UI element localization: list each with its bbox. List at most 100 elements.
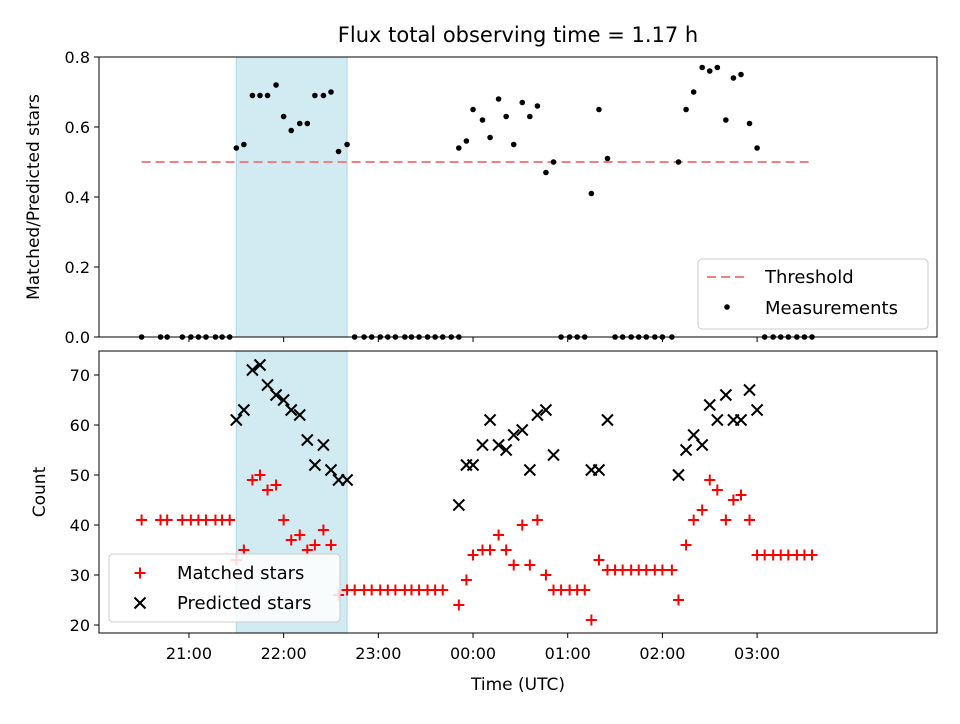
ratio-panel: 0.00.20.40.60.8 Matched/Predicted stars … — [24, 48, 938, 347]
matched-stars-points — [136, 469, 818, 626]
y-tick-label: 60 — [70, 416, 90, 435]
matched-star-point — [585, 614, 597, 626]
predicted-star-point — [601, 413, 614, 427]
predicted-star-point — [277, 393, 290, 407]
measurement-point — [519, 99, 526, 106]
matched-star-point — [531, 514, 543, 526]
legend-predicted-label: Predicted stars — [177, 593, 311, 614]
matched-star-point — [278, 514, 290, 526]
matched-star-point — [688, 514, 700, 526]
predicted-star-point — [679, 443, 693, 457]
predicted-star-point — [483, 413, 497, 427]
predicted-star-point — [246, 363, 259, 377]
predicted-star-point — [253, 358, 267, 372]
top-x-axis-ticks — [188, 337, 758, 342]
matched-star-point — [200, 514, 212, 526]
top-axes-frame — [98, 56, 938, 338]
measurement-point — [487, 134, 493, 141]
measurement-point — [463, 138, 470, 144]
count-panel: 20 30 40 50 60 70 21:00 22:00 23:00 00:00 01:00 02… — [30, 350, 938, 695]
predicted-star-point — [507, 428, 520, 442]
x-tick-label: 03:00 — [734, 644, 780, 663]
predicted-star-point — [261, 378, 274, 392]
measurement-point — [273, 82, 279, 88]
measurement-point — [335, 148, 342, 155]
predicted-star-point — [269, 388, 283, 402]
matched-star-point — [696, 504, 708, 516]
x-axis-label: Time (UTC) — [470, 675, 565, 695]
predicted-star-point — [308, 458, 322, 472]
bottom-legend: Matched stars Predicted stars — [108, 553, 341, 623]
measurement-point — [683, 106, 689, 113]
measurement-point — [328, 89, 334, 95]
matched-star-point — [593, 554, 605, 566]
legend-predicted-swatch — [133, 596, 147, 610]
predicted-star-point — [516, 423, 529, 437]
y-tick-label: 0.8 — [65, 48, 90, 67]
measurement-point — [257, 92, 263, 99]
measurement-point — [280, 113, 287, 120]
matched-star-point — [254, 469, 266, 481]
predicted-star-point — [672, 468, 685, 482]
measurement-point — [296, 120, 303, 127]
observing-span-shade-top — [235, 56, 348, 338]
matched-star-point — [744, 514, 756, 526]
predicted-star-point — [547, 448, 560, 462]
matched-star-point — [325, 539, 337, 551]
measurement-point — [479, 117, 486, 123]
measurement-point — [730, 75, 737, 81]
matched-star-point — [460, 574, 472, 586]
matched-star-point — [437, 584, 449, 596]
matched-star-point — [680, 539, 692, 551]
measurement-point — [604, 155, 611, 162]
y-tick-label: 0.2 — [65, 258, 90, 277]
matched-star-point — [389, 584, 401, 596]
measurement-point — [550, 159, 557, 165]
measurement-point — [527, 113, 533, 120]
y-tick-label: 40 — [70, 516, 90, 535]
predicted-star-point — [293, 408, 306, 422]
measurement-point — [596, 106, 602, 113]
y-tick-label: 30 — [70, 566, 90, 585]
matched-star-point — [349, 584, 361, 596]
bottom-axes-frame — [98, 350, 938, 634]
matched-star-point — [656, 564, 668, 576]
measurement-point — [706, 68, 713, 74]
measurement-point — [241, 141, 247, 148]
x-tick-label: 21:00 — [166, 644, 212, 663]
predicted-star-point — [492, 438, 505, 452]
measurement-point — [588, 190, 595, 197]
predicted-star-point — [301, 433, 314, 447]
predicted-star-point — [317, 438, 330, 452]
measurement-point — [534, 103, 541, 109]
legend-measurement-label: Measurements — [765, 298, 898, 319]
measurement-points — [138, 64, 815, 340]
matched-star-point — [720, 514, 732, 526]
measurement-point — [304, 120, 311, 127]
measurement-point — [746, 120, 753, 127]
bottom-x-axis-ticks: 21:00 22:00 23:00 00:00 01:00 02:00 03:00 — [166, 633, 780, 663]
legend-box — [108, 553, 341, 623]
top-legend: Threshold Measurements — [697, 258, 929, 330]
measurement-point — [470, 106, 476, 113]
measurement-point — [264, 92, 271, 99]
measurement-point — [503, 113, 509, 120]
measurement-point — [675, 159, 682, 165]
matched-star-point — [806, 549, 818, 561]
matched-star-point — [270, 479, 282, 491]
bottom-y-axis-ticks: 20 30 40 50 60 70 — [70, 366, 99, 635]
predicted-star-point — [531, 408, 544, 422]
matched-star-point — [246, 474, 258, 486]
predicted-star-point — [340, 473, 354, 487]
predicted-star-point — [750, 403, 764, 417]
y-tick-label: 0.0 — [65, 328, 90, 347]
predicted-star-point — [719, 388, 733, 402]
predicted-star-point — [499, 443, 513, 457]
x-tick-label: 01:00 — [545, 644, 591, 663]
measurement-point — [699, 64, 705, 71]
measurement-point — [288, 127, 295, 134]
matched-star-point — [309, 539, 321, 551]
matched-star-point — [711, 484, 723, 496]
measurement-point — [754, 145, 760, 151]
